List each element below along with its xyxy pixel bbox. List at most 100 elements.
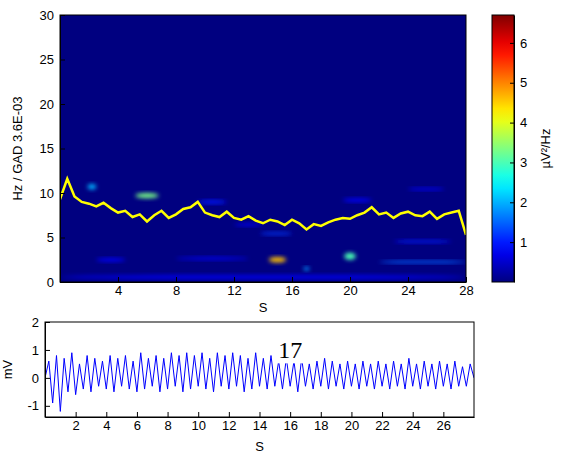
heatmap-cell [344, 253, 356, 260]
x-axis-tick-mark [234, 277, 235, 282]
y-axis-tick: 10 [40, 186, 65, 201]
y-axis-tick-label: 0 [32, 371, 39, 386]
colorbar-axis-tick-mark [510, 43, 514, 44]
y-axis-tick-label: 1 [32, 343, 39, 358]
x-axis-tick: 24 [401, 277, 415, 298]
x-axis: 481216202428 [61, 277, 474, 298]
x-axis-tick-label: 24 [401, 283, 415, 298]
x-axis-tick-label: 28 [459, 283, 473, 298]
x-axis-tick: 16 [285, 277, 299, 298]
heatmap-cell [394, 240, 452, 243]
heatmap-cell [198, 200, 227, 204]
x-axis-tick: 12 [222, 412, 236, 433]
y-axis-tick: 1 [32, 343, 50, 358]
y-axis-tick-mark [60, 60, 65, 61]
x-axis-tick-label: 12 [222, 418, 236, 433]
x-axis-tick-mark [168, 412, 169, 417]
colorbar-axis-tick-mark [510, 123, 514, 124]
x-axis-tick: 26 [437, 412, 451, 433]
y-axis-tick-label: 10 [40, 186, 54, 201]
x-axis-tick-mark [321, 412, 322, 417]
x-axis-tick: 4 [103, 412, 110, 433]
x-axis-title: S [259, 300, 268, 315]
x-axis-tick-label: 10 [191, 418, 205, 433]
x-axis-tick-label: 26 [437, 418, 451, 433]
plot-area [45, 353, 474, 412]
y-axis-line [45, 323, 46, 418]
x-axis-tick-mark [198, 412, 199, 417]
y-axis-title: Hz / GAD 3.6E-03 [10, 96, 25, 200]
x-axis-tick-label: 24 [406, 418, 420, 433]
colorbar-axis-tick-label: 6 [520, 36, 527, 51]
x-axis-tick-label: 14 [253, 418, 267, 433]
y-axis-tick: 15 [40, 141, 65, 156]
x-axis-tick-mark [382, 412, 383, 417]
x-axis-tick: 8 [173, 277, 180, 298]
y-axis-tick: 0 [47, 275, 65, 290]
x-axis-tick: 24 [406, 412, 420, 433]
colorbar-axis-tick-label: 3 [520, 155, 527, 170]
colorbar-axis-tick-label: 1 [520, 235, 527, 250]
x-axis-tick: 18 [314, 412, 328, 433]
y-axis-tick-label: 15 [40, 141, 54, 156]
x-axis-tick: 12 [227, 277, 241, 298]
colorbar-axis-tick: 3 [510, 155, 527, 170]
x-axis-tick: 16 [283, 412, 297, 433]
y-axis-tick-label: 20 [40, 97, 54, 112]
y-axis: 0 5 10 15 20 25 30 [40, 8, 65, 290]
colorbar-axis-tick-mark [510, 242, 514, 243]
y-axis-tick-label: 0 [47, 275, 54, 290]
x-axis-tick-label: 4 [103, 418, 110, 433]
colorbar-axis-tick: 4 [510, 115, 527, 130]
y-axis-tick-label: 2 [32, 315, 39, 330]
y-axis-tick-mark [45, 378, 50, 379]
y-axis-tick: -1 [27, 398, 50, 413]
heatmap-cell [176, 257, 249, 260]
y-axis-tick-mark [60, 238, 65, 239]
x-axis-tick: 28 [459, 277, 473, 298]
y-axis-tick-mark [45, 350, 50, 351]
y-axis-tick-mark [60, 149, 65, 150]
y-axis-tick-label: -1 [27, 398, 39, 413]
x-axis-tick-mark [118, 277, 119, 282]
colorbar-axis-tick-mark [510, 202, 514, 203]
x-axis-tick-mark [443, 412, 444, 417]
y-axis-tick: 5 [47, 230, 65, 245]
colorbar-axis-tick-mark [510, 162, 514, 163]
colorbar-axis-tick: 2 [510, 195, 527, 210]
x-axis-tick: 20 [345, 412, 359, 433]
x-axis-tick: 8 [164, 412, 171, 433]
colorbar-axis-line [514, 16, 515, 283]
x-axis-tick: 10 [191, 412, 205, 433]
x-axis-tick-mark [466, 277, 467, 282]
colorbar-axis-tick-label: 4 [520, 115, 527, 130]
y-axis-tick: 2 [32, 315, 50, 330]
x-axis: 2468101214161820222426 [46, 412, 475, 433]
y-axis-tick-mark [45, 322, 50, 323]
x-axis-tick-mark [350, 277, 351, 282]
colorbar-axis-tick-label: 5 [520, 75, 527, 90]
heatmap-cell [304, 267, 310, 271]
x-axis-tick-label: 2 [73, 418, 80, 433]
x-axis-tick-mark [408, 277, 409, 282]
y-axis-tick: 0 [32, 371, 50, 386]
y-axis-tick-mark [45, 406, 50, 407]
signal-line [45, 353, 474, 412]
heatmap-cell [88, 184, 97, 189]
x-axis-tick-mark [413, 412, 414, 417]
x-axis-tick: 14 [253, 412, 267, 433]
x-axis-tick-mark [106, 412, 107, 417]
y-axis-tick: 25 [40, 52, 65, 67]
plot-area [60, 15, 466, 282]
y-axis-tick: 30 [40, 8, 65, 23]
y-axis: -1 0 1 2 [27, 315, 50, 418]
x-axis-tick-mark [292, 277, 293, 282]
heatmap-cell [343, 198, 372, 202]
x-axis-tick-label: 4 [115, 283, 122, 298]
x-axis-tick-mark [290, 412, 291, 417]
colorbar-axis-tick-label: 2 [520, 195, 527, 210]
heatmap-cell [135, 193, 158, 198]
y-axis-title: mV [0, 359, 15, 379]
x-axis-tick: 4 [115, 277, 122, 298]
annotation-text: 17 [278, 337, 302, 363]
